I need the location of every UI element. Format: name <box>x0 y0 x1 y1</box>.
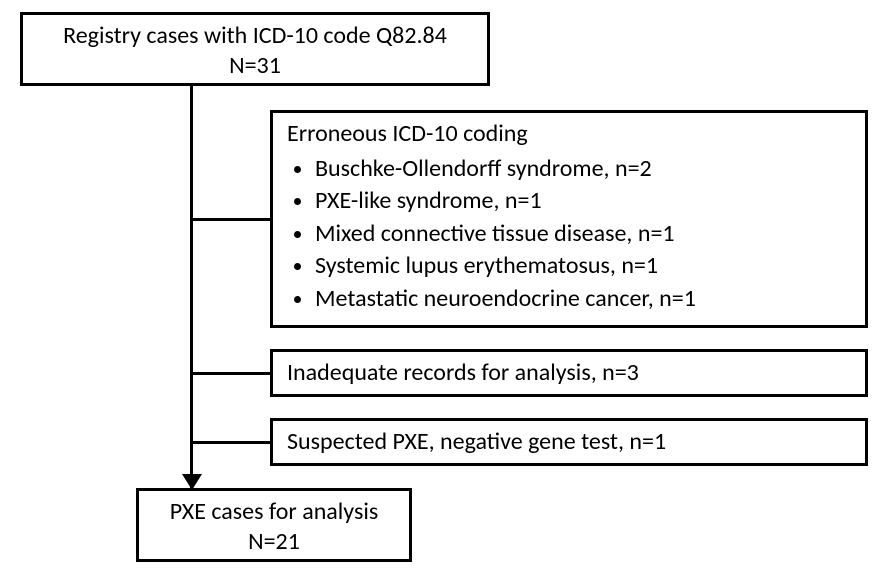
arrowhead-down-icon <box>182 474 202 490</box>
erroneous-item: PXE-like syndrome, n=1 <box>315 185 851 217</box>
erroneous-item: Mixed connective tissue disease, n=1 <box>315 218 851 250</box>
erroneous-item: Buschke-Ollendorff syndrome, n=2 <box>315 153 851 185</box>
start-line1: Registry cases with ICD-10 code Q82.84 <box>37 21 473 51</box>
negative-text: Suspected PXE, negative gene test, n=1 <box>287 427 666 456</box>
erroneous-title: Erroneous ICD-10 coding <box>287 119 851 149</box>
inadequate-box: Inadequate records for analysis, n=3 <box>270 349 868 397</box>
start-line2: N=31 <box>37 51 473 81</box>
erroneous-item: Systemic lupus erythematosus, n=1 <box>315 250 851 282</box>
erroneous-list: Buschke-Ollendorff syndrome, n=2 PXE-lik… <box>287 153 851 315</box>
erroneous-item: Metastatic neuroendocrine cancer, n=1 <box>315 283 851 315</box>
start-box: Registry cases with ICD-10 code Q82.84 N… <box>20 12 490 86</box>
connector-to-erroneous <box>190 218 270 221</box>
end-line1: PXE cases for analysis <box>153 497 395 527</box>
end-box: PXE cases for analysis N=21 <box>136 488 412 562</box>
erroneous-box: Erroneous ICD-10 coding Buschke-Ollendor… <box>270 110 868 328</box>
connector-to-negative <box>190 441 270 444</box>
main-vertical-line <box>190 86 193 488</box>
end-line2: N=21 <box>153 527 395 557</box>
negative-box: Suspected PXE, negative gene test, n=1 <box>270 418 868 466</box>
connector-to-inadequate <box>190 372 270 375</box>
inadequate-text: Inadequate records for analysis, n=3 <box>287 358 639 387</box>
